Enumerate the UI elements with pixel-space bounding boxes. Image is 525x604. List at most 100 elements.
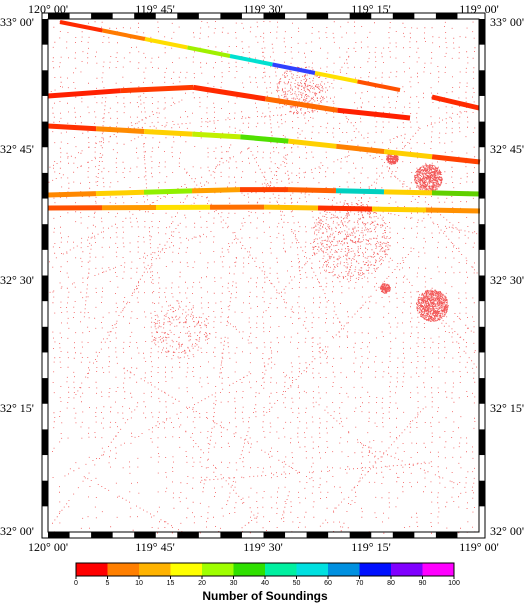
colorbar-cell xyxy=(391,563,423,576)
colorbar-tick-label: 90 xyxy=(419,580,427,587)
colorbar-title: Number of Soundings xyxy=(202,589,328,603)
left-lat-label-32-45: 32° 45' xyxy=(0,142,34,156)
bottom-lon-label-120-00: 120° 00' xyxy=(28,540,68,554)
frame-tick-left xyxy=(42,224,48,250)
bottom-lon-label-119-15: 119° 15' xyxy=(351,540,391,554)
frame-tick-top xyxy=(306,13,329,19)
track-segment xyxy=(431,154,481,165)
track-segment xyxy=(120,84,194,94)
colorbar-border xyxy=(75,562,455,577)
colorbar-cell xyxy=(107,563,140,576)
frame-tick-top xyxy=(220,13,242,19)
colorbar-tick-label: 50 xyxy=(293,580,301,587)
colorbar-cell xyxy=(422,563,455,576)
track-segment xyxy=(288,138,337,149)
frame-tick-right xyxy=(479,172,485,199)
track-segment xyxy=(143,188,193,195)
right-lat-label-32-00: 32° 00' xyxy=(490,524,524,538)
frame-tick-bottom xyxy=(263,532,286,538)
track-line-2 xyxy=(47,84,411,121)
track-segment xyxy=(192,131,241,140)
track-segment xyxy=(287,187,337,194)
frame-tick-left xyxy=(42,70,48,96)
colorbar-cell xyxy=(265,563,297,576)
right-lat-label-32-15: 32° 15' xyxy=(490,401,524,415)
colorbar-cell xyxy=(359,563,392,576)
colorbar-cell xyxy=(233,563,266,576)
frame-tick-left xyxy=(42,172,48,199)
left-lat-label-33-00: 33° 00' xyxy=(0,15,34,29)
track-segment xyxy=(240,134,289,144)
frame-tick-left xyxy=(42,429,48,456)
frame-tick-top xyxy=(392,13,415,19)
track-segment xyxy=(47,88,121,99)
colorbar-tick-label: 80 xyxy=(387,580,395,587)
right-lat-label-32-30: 32° 30' xyxy=(490,273,524,287)
track-segment xyxy=(59,20,103,33)
right-lat-label-32-45: 32° 45' xyxy=(490,142,524,156)
track-segment xyxy=(335,188,385,195)
frame-tick-bottom xyxy=(349,532,372,538)
frame-tick-right xyxy=(479,121,485,148)
frame-tick-left xyxy=(42,121,48,148)
track-line-1 xyxy=(59,20,401,92)
frame-tick-bottom xyxy=(392,532,415,538)
track-segment xyxy=(263,204,319,211)
track-segment xyxy=(144,128,193,137)
colorbar-cell xyxy=(328,563,360,576)
colorbar-tick-label: 15 xyxy=(167,580,175,587)
frame-tick-left xyxy=(42,378,48,404)
frame-tick-top xyxy=(48,13,70,19)
top-lon-label-119-30: 119° 30' xyxy=(243,2,283,16)
frame-tick-top xyxy=(263,13,286,19)
frame-tick-right xyxy=(479,480,485,507)
left-lat-label-32-30: 32° 30' xyxy=(0,273,34,287)
colorbar-cell xyxy=(76,563,108,576)
frame-tick-right xyxy=(479,378,485,404)
frame-tick-top xyxy=(134,13,156,19)
frame-tick-bottom xyxy=(306,532,329,538)
frame-tick-bottom xyxy=(91,532,113,538)
colorbar-tick-label: 60 xyxy=(324,580,332,587)
bottom-lon-label-119-45: 119° 45' xyxy=(135,540,175,554)
map-frame xyxy=(41,12,486,539)
track-segment xyxy=(336,143,385,155)
frame-tick-left xyxy=(42,275,48,302)
track-segment xyxy=(371,206,427,213)
bottom-lon-label-119-30: 119° 30' xyxy=(243,540,283,554)
colorbar-tick-label: 100 xyxy=(448,580,460,587)
frame-tick-top xyxy=(435,13,458,19)
colorbar-tick-label: 30 xyxy=(230,580,238,587)
left-lat-label-32-15: 32° 15' xyxy=(0,401,34,415)
track-segment xyxy=(431,190,481,197)
frame-tick-bottom xyxy=(435,532,458,538)
track-segment xyxy=(229,54,273,67)
top-lon-label-119-00: 119° 00' xyxy=(459,2,499,16)
frame-tick-right xyxy=(479,70,485,96)
frame-tick-bottom xyxy=(48,532,70,538)
colorbar-tick-label: 5 xyxy=(106,580,110,587)
colorbar-cell xyxy=(202,563,234,576)
track-segment xyxy=(193,84,266,102)
track-segment xyxy=(317,205,373,212)
track-segment xyxy=(102,28,146,41)
colorbar-cell xyxy=(139,563,171,576)
track-line-4 xyxy=(47,187,481,198)
frame-inner xyxy=(47,18,480,533)
track-segment xyxy=(272,62,316,75)
frame-tick-right xyxy=(479,429,485,456)
left-lat-label-32-00: 32° 00' xyxy=(0,524,34,538)
colorbar-tick-label: 10 xyxy=(135,580,143,587)
track-segment xyxy=(314,71,358,84)
bottom-lon-label-119-00: 119° 00' xyxy=(459,540,499,554)
track-segment xyxy=(95,189,145,197)
frame-tick-right xyxy=(479,19,485,45)
top-lon-label-119-45: 119° 45' xyxy=(135,2,175,16)
colorbar-tick-label: 70 xyxy=(356,580,364,587)
track-lines xyxy=(47,20,481,214)
colorbar-cells xyxy=(75,563,455,579)
right-lat-label-33-00: 33° 00' xyxy=(490,15,524,29)
frame-tick-bottom xyxy=(220,532,242,538)
colorbar-tick-label: 20 xyxy=(198,580,206,587)
